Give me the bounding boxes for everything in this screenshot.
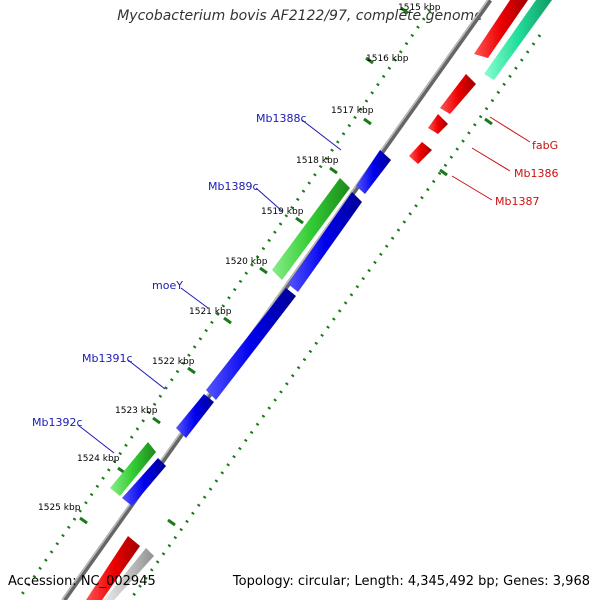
major-tick xyxy=(152,416,161,425)
scale-label: 1522 kbp xyxy=(152,357,195,367)
leader-line xyxy=(471,147,511,172)
cds-feature-Mb1386[interactable] xyxy=(409,142,432,164)
cds-feature-Mb1391c[interactable] xyxy=(206,288,296,400)
major-tick xyxy=(365,56,374,65)
left-gene-labels: Mb1388c Mb1389c moeY Mb1391c Mb1392c xyxy=(32,112,342,454)
scale-label: 1517 kbp xyxy=(331,106,374,116)
cds-feature[interactable] xyxy=(122,458,166,506)
major-tick xyxy=(259,266,268,275)
cds-feature-fabG[interactable] xyxy=(428,114,448,134)
major-tick xyxy=(79,516,88,525)
major-tick xyxy=(400,6,409,15)
major-tick xyxy=(167,518,176,527)
gene-label-Mb1392c[interactable]: Mb1392c xyxy=(32,416,83,429)
major-tick xyxy=(223,316,232,325)
gene-label-moeY[interactable]: moeY xyxy=(152,279,183,292)
major-tick xyxy=(329,166,338,175)
major-tick xyxy=(187,366,196,375)
gene-label-fabG[interactable]: fabG xyxy=(532,139,558,152)
scale-label: 1515 kbp xyxy=(398,3,441,13)
gene-label-Mb1391c[interactable]: Mb1391c xyxy=(82,352,133,365)
genome-summary: Topology: circular; Length: 4,345,492 bp… xyxy=(232,574,590,589)
cds-feature-Mb1388c[interactable] xyxy=(356,150,391,194)
major-tick xyxy=(363,117,372,126)
gene-label-Mb1387[interactable]: Mb1387 xyxy=(495,195,539,208)
scale-label: 1523 kbp xyxy=(115,406,158,416)
major-ticks xyxy=(79,6,493,527)
scale-label: 1520 kbp xyxy=(225,257,268,267)
cds-feature-moeY[interactable] xyxy=(288,192,362,292)
scale-label: 1516 kbp xyxy=(366,54,409,64)
right-gene-labels: fabG Mb1386 Mb1387 xyxy=(451,116,558,208)
scale-label: 1525 kbp xyxy=(38,503,81,513)
scale-label: 1521 kbp xyxy=(189,307,232,317)
leader-line xyxy=(489,116,531,143)
cds-feature[interactable] xyxy=(474,0,528,58)
map-title: Mycobacterium bovis AF2122/97, complete … xyxy=(117,8,483,24)
forward-features xyxy=(86,0,552,600)
gene-label-Mb1388c[interactable]: Mb1388c xyxy=(256,112,307,125)
gene-label-Mb1389c[interactable]: Mb1389c xyxy=(208,180,259,193)
leader-line xyxy=(127,359,166,390)
cds-feature[interactable] xyxy=(104,548,154,600)
leader-line xyxy=(301,119,342,151)
major-tick xyxy=(439,168,448,177)
cds-feature[interactable] xyxy=(440,74,476,114)
cds-feature-Mb1389c[interactable] xyxy=(272,178,350,280)
gene-label-Mb1386[interactable]: Mb1386 xyxy=(514,167,558,180)
scale-label: 1519 kbp xyxy=(261,207,304,217)
leader-line xyxy=(77,424,115,454)
leader-line xyxy=(451,175,493,201)
leader-line xyxy=(255,187,283,212)
cds-feature-Mb1392c[interactable] xyxy=(110,442,156,496)
scale-label: 1518 kbp xyxy=(296,156,339,166)
cds-feature[interactable] xyxy=(176,394,214,438)
reverse-features xyxy=(110,150,391,506)
cds-feature[interactable] xyxy=(86,536,140,600)
scale-labels: 1515 kbp 1516 kbp 1517 kbp 1518 kbp 1519… xyxy=(38,3,441,513)
major-tick xyxy=(295,216,304,225)
genome-backbone-highlight xyxy=(61,0,489,600)
inner-tick-track xyxy=(128,34,542,600)
leader-line xyxy=(180,287,209,309)
cds-feature[interactable] xyxy=(484,0,552,80)
major-tick xyxy=(484,117,493,126)
scale-label: 1524 kbp xyxy=(77,454,120,464)
accession-label: Accession: NC_002945 xyxy=(8,574,156,589)
